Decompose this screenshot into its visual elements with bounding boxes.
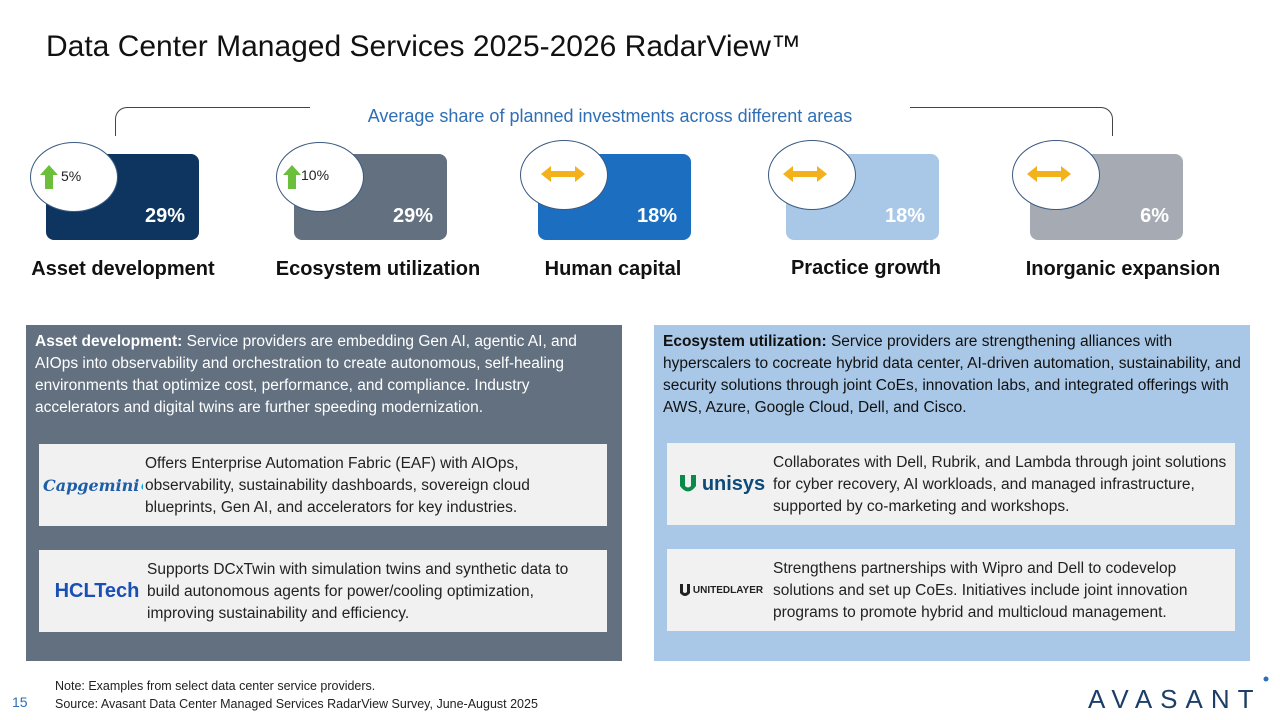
spade-icon bbox=[141, 483, 143, 490]
double-arrow-icon bbox=[1027, 166, 1071, 182]
footnote-source: Source: Avasant Data Center Managed Serv… bbox=[55, 697, 538, 711]
provider-card-hcltech: HCLTech Supports DCxTwin with simulation… bbox=[39, 550, 607, 632]
up-arrow-icon bbox=[283, 165, 301, 189]
panel-description: Ecosystem utilization: Service providers… bbox=[663, 331, 1243, 419]
share-value: 29% bbox=[392, 205, 433, 227]
provider-desc: Supports DCxTwin with simulation twins a… bbox=[147, 561, 569, 622]
page-number: 15 bbox=[12, 694, 28, 710]
panel-body: Service providers are embedding Gen AI, … bbox=[35, 333, 577, 416]
logo-dot-icon bbox=[1263, 676, 1269, 682]
area-label: Inorganic expansion bbox=[1025, 258, 1221, 280]
change-circle bbox=[520, 140, 608, 210]
avasant-logo: AVASANT bbox=[1088, 684, 1262, 714]
asset-development-panel: Asset development: Service providers are… bbox=[26, 325, 622, 661]
unisys-logo: unisys bbox=[671, 443, 771, 525]
provider-desc: Offers Enterprise Automation Fabric (EAF… bbox=[145, 455, 530, 516]
unitedlayer-mark-icon bbox=[679, 584, 690, 596]
area-label: Ecosystem utilization bbox=[275, 258, 481, 280]
provider-desc: Collaborates with Dell, Rubrik, and Lamb… bbox=[773, 454, 1227, 515]
double-arrow-icon bbox=[783, 166, 827, 182]
area-label: Asset development bbox=[31, 258, 215, 280]
provider-card-capgemini: Capgemini Offers Enterprise Automation F… bbox=[39, 444, 607, 526]
change-circle bbox=[768, 140, 856, 210]
panel-body: Service providers are strengthening alli… bbox=[663, 333, 1241, 416]
share-value: 29% bbox=[144, 205, 185, 227]
panel-description: Asset development: Service providers are… bbox=[35, 331, 615, 419]
capgemini-logo: Capgemini bbox=[43, 444, 143, 526]
share-value: 6% bbox=[1140, 205, 1169, 227]
provider-desc: Strengthens partnerships with Wipro and … bbox=[773, 560, 1188, 621]
panel-heading: Asset development: bbox=[35, 333, 183, 350]
up-arrow-icon bbox=[40, 165, 58, 189]
change-circle bbox=[1012, 140, 1100, 210]
unisys-mark-icon bbox=[679, 475, 696, 492]
provider-card-unitedlayer: UNITEDLAYER Strengthens partnerships wit… bbox=[667, 549, 1235, 631]
footnote: Note: Examples from select data center s… bbox=[55, 677, 538, 713]
change-circle: 10% bbox=[276, 142, 364, 212]
area-label: Human capital bbox=[544, 258, 682, 280]
share-value: 18% bbox=[884, 205, 925, 227]
share-value: 18% bbox=[636, 205, 677, 227]
change-value: 5% bbox=[61, 168, 82, 184]
double-arrow-icon bbox=[541, 166, 585, 182]
bracket-label: Average share of planned investments acr… bbox=[310, 96, 910, 136]
unitedlayer-logo: UNITEDLAYER bbox=[671, 549, 771, 631]
panel-heading: Ecosystem utilization: bbox=[663, 333, 827, 350]
provider-card-unisys: unisys Collaborates with Dell, Rubrik, a… bbox=[667, 443, 1235, 525]
page-title: Data Center Managed Services 2025-2026 R… bbox=[46, 30, 801, 63]
change-value: 10% bbox=[301, 167, 330, 183]
hcltech-logo: HCLTech bbox=[54, 579, 140, 602]
ecosystem-utilization-panel: Ecosystem utilization: Service providers… bbox=[654, 325, 1250, 661]
change-circle: 5% bbox=[30, 142, 118, 212]
footnote-note: Note: Examples from select data center s… bbox=[55, 679, 376, 693]
area-label: Practice growth bbox=[790, 257, 942, 279]
